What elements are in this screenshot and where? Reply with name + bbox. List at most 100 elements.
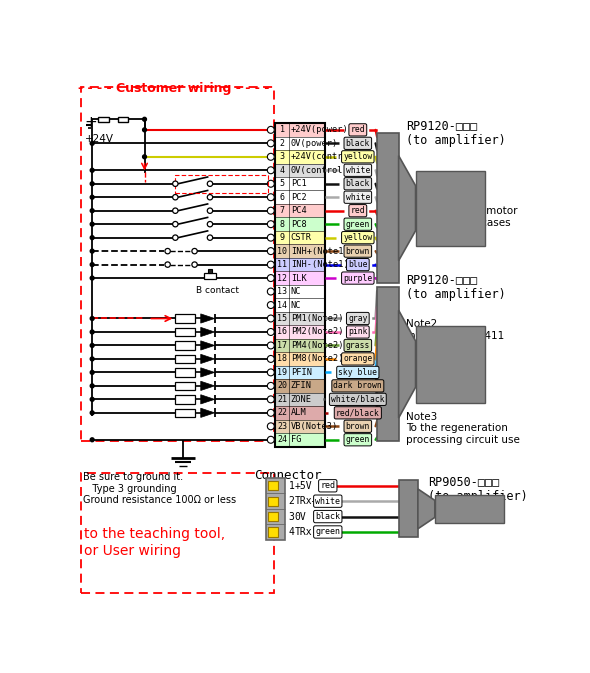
Bar bbox=[99, 117, 109, 122]
Text: FG: FG bbox=[291, 435, 301, 444]
Text: +: + bbox=[84, 115, 97, 130]
Circle shape bbox=[90, 249, 94, 253]
Text: 4: 4 bbox=[289, 527, 294, 537]
Text: PM1(Note2): PM1(Note2) bbox=[291, 314, 343, 323]
Circle shape bbox=[90, 262, 94, 267]
Bar bbox=[175, 368, 195, 377]
Circle shape bbox=[267, 153, 274, 160]
Polygon shape bbox=[418, 489, 435, 529]
Text: RP9120-□□□
(to amplifier): RP9120-□□□ (to amplifier) bbox=[407, 273, 506, 302]
Text: B contact: B contact bbox=[196, 286, 239, 295]
Text: NC: NC bbox=[291, 287, 301, 296]
Text: green: green bbox=[346, 435, 370, 444]
Circle shape bbox=[267, 423, 274, 430]
Polygon shape bbox=[201, 395, 215, 404]
Text: white: white bbox=[315, 497, 340, 505]
Polygon shape bbox=[201, 367, 215, 377]
Bar bbox=[276, 123, 326, 446]
Bar bbox=[175, 328, 195, 336]
Bar bbox=[81, 87, 274, 441]
Circle shape bbox=[267, 248, 274, 254]
Text: 11: 11 bbox=[277, 260, 287, 269]
Text: 21: 21 bbox=[277, 395, 287, 404]
Circle shape bbox=[267, 261, 274, 268]
Circle shape bbox=[267, 436, 274, 444]
Circle shape bbox=[173, 235, 178, 240]
Bar bbox=[399, 481, 418, 537]
Circle shape bbox=[267, 315, 274, 322]
Bar bbox=[276, 217, 326, 231]
Circle shape bbox=[90, 384, 94, 388]
Bar bbox=[276, 164, 326, 177]
Text: purple: purple bbox=[343, 273, 372, 283]
Bar bbox=[276, 312, 326, 325]
Bar bbox=[175, 174, 268, 193]
Circle shape bbox=[90, 168, 94, 172]
Bar bbox=[276, 123, 326, 137]
Text: 0V(control): 0V(control) bbox=[291, 166, 349, 175]
Text: white/black: white/black bbox=[331, 395, 385, 404]
Bar bbox=[435, 495, 504, 523]
Text: 9: 9 bbox=[280, 233, 285, 242]
Bar bbox=[268, 512, 278, 521]
Circle shape bbox=[90, 398, 94, 401]
Text: PM2(Note2): PM2(Note2) bbox=[291, 328, 343, 336]
Bar bbox=[276, 137, 326, 150]
Text: +24V(control): +24V(control) bbox=[291, 152, 359, 162]
Bar bbox=[415, 326, 485, 402]
Text: 4: 4 bbox=[280, 166, 285, 175]
Text: VB(Note3): VB(Note3) bbox=[291, 422, 338, 431]
Text: 1: 1 bbox=[280, 125, 285, 135]
Text: green: green bbox=[346, 219, 370, 229]
Text: 10: 10 bbox=[277, 246, 287, 256]
Circle shape bbox=[267, 342, 274, 349]
Text: 1: 1 bbox=[289, 481, 294, 491]
Circle shape bbox=[90, 357, 94, 361]
Text: black: black bbox=[315, 512, 340, 521]
Text: 17: 17 bbox=[277, 341, 287, 350]
Circle shape bbox=[90, 209, 94, 213]
Circle shape bbox=[90, 438, 94, 441]
Circle shape bbox=[90, 236, 94, 240]
Circle shape bbox=[267, 167, 274, 174]
Circle shape bbox=[207, 181, 212, 186]
Polygon shape bbox=[201, 354, 215, 363]
Circle shape bbox=[192, 262, 197, 267]
Bar bbox=[276, 271, 326, 285]
Bar bbox=[276, 298, 326, 312]
Text: ZFIN: ZFIN bbox=[291, 382, 312, 390]
Bar bbox=[175, 409, 195, 417]
Bar bbox=[204, 273, 216, 279]
Bar bbox=[268, 497, 278, 506]
Circle shape bbox=[267, 221, 274, 227]
Bar bbox=[276, 204, 326, 217]
Text: grass: grass bbox=[346, 341, 370, 350]
Circle shape bbox=[267, 382, 274, 390]
Text: 16: 16 bbox=[277, 328, 287, 336]
Circle shape bbox=[90, 195, 94, 199]
Polygon shape bbox=[201, 409, 215, 417]
Text: 23: 23 bbox=[277, 422, 287, 431]
Circle shape bbox=[90, 276, 94, 280]
Text: yellow: yellow bbox=[343, 233, 372, 242]
Bar bbox=[276, 244, 326, 258]
Bar bbox=[175, 382, 195, 390]
Text: CSTR: CSTR bbox=[291, 233, 312, 242]
Circle shape bbox=[207, 194, 212, 200]
Bar bbox=[175, 395, 195, 404]
Circle shape bbox=[207, 221, 212, 227]
Bar bbox=[276, 190, 326, 204]
Bar bbox=[276, 177, 326, 190]
Text: 0V: 0V bbox=[294, 511, 306, 522]
Text: 14: 14 bbox=[277, 301, 287, 310]
Text: ZONE: ZONE bbox=[291, 395, 312, 404]
Text: Note1
Use with servo motor
There may be cases: Note1 Use with servo motor There may be … bbox=[407, 194, 518, 228]
Circle shape bbox=[267, 302, 274, 308]
Circle shape bbox=[267, 140, 274, 147]
Text: red/black: red/black bbox=[336, 409, 380, 417]
Text: to the teaching tool,
or User wiring: to the teaching tool, or User wiring bbox=[84, 528, 225, 557]
Circle shape bbox=[267, 409, 274, 417]
Circle shape bbox=[165, 262, 171, 267]
Bar bbox=[268, 528, 278, 536]
Bar bbox=[175, 341, 195, 350]
